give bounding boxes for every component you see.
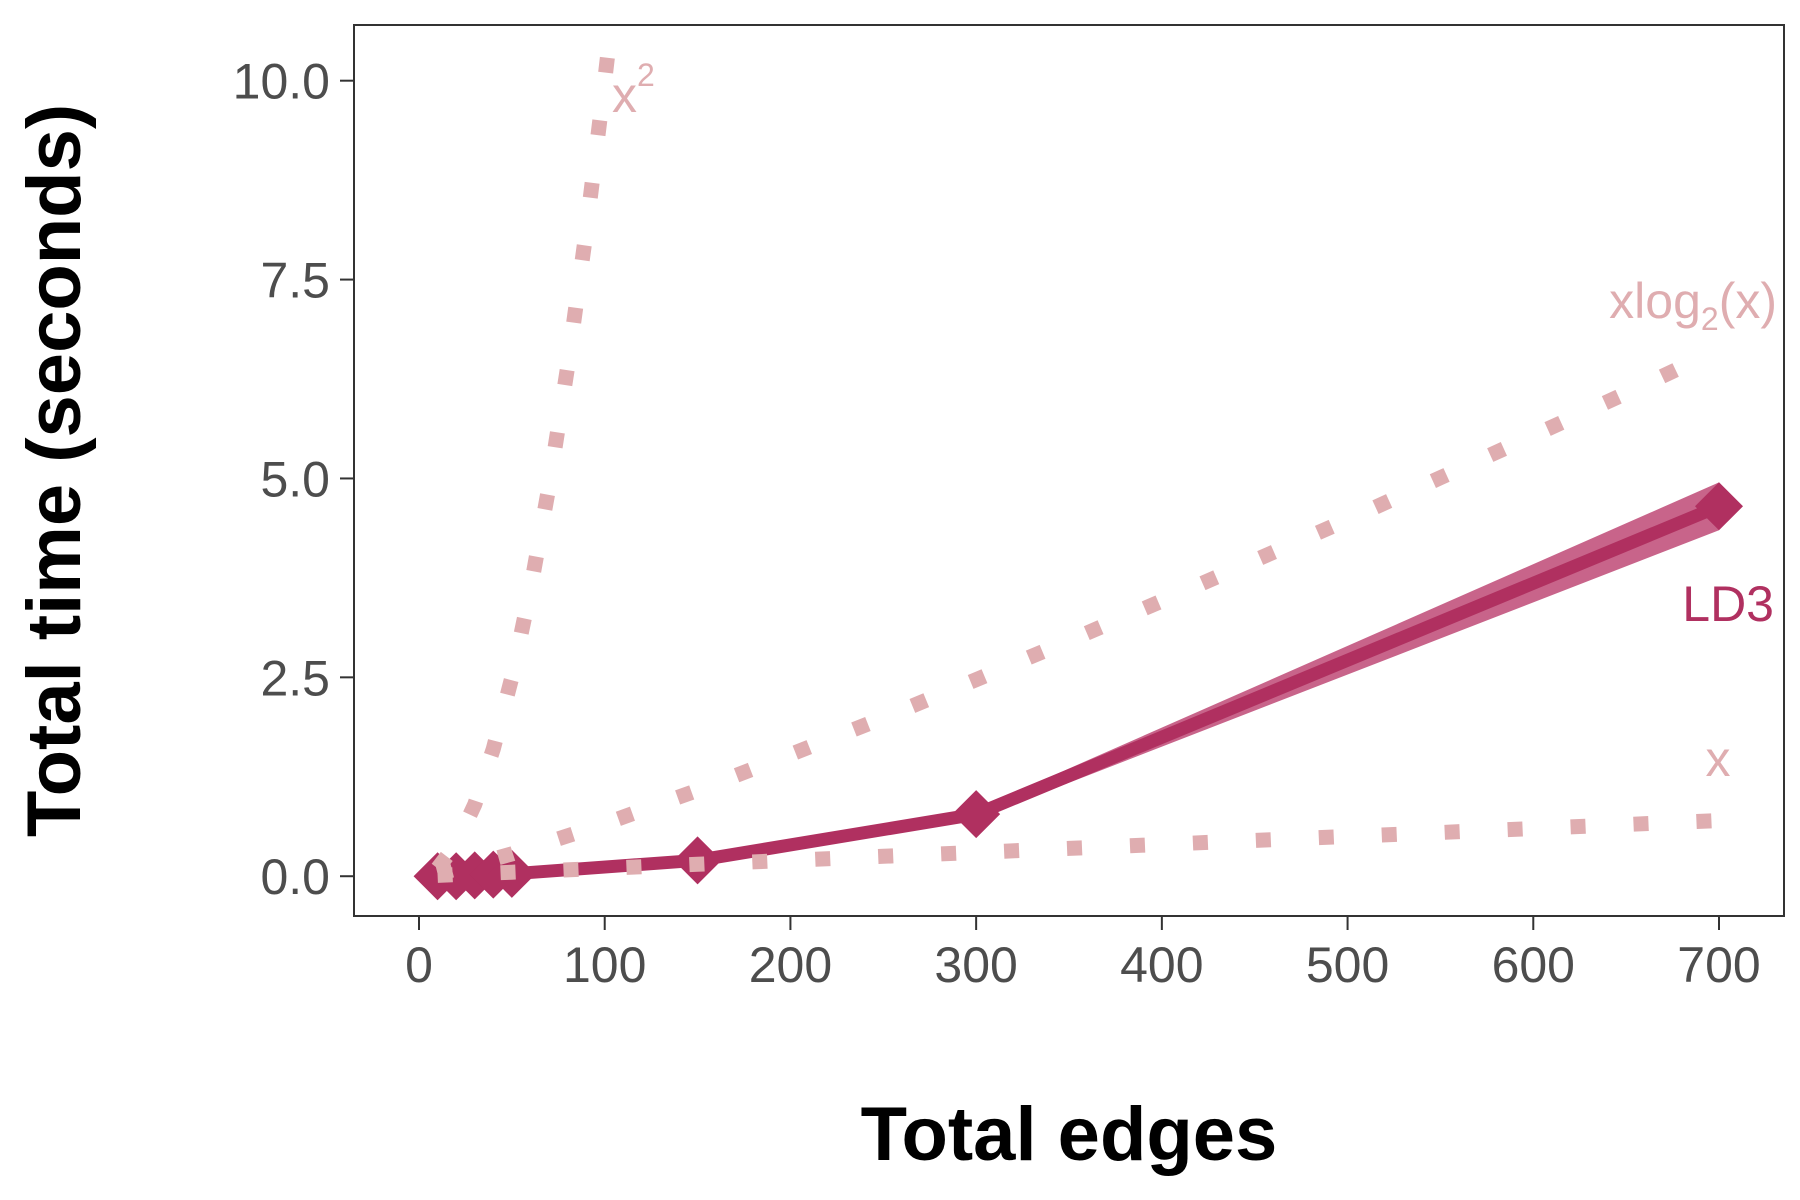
- y-tick-label: 10.0: [233, 54, 330, 110]
- x-tick-label: 600: [1492, 937, 1575, 993]
- series-line-2: [435, 342, 1723, 882]
- series-label-1: x: [1706, 731, 1731, 787]
- series-label-text: xlog: [1609, 273, 1701, 329]
- series-label-text: x: [1706, 731, 1731, 787]
- ld3-diamond-point: [1695, 482, 1743, 531]
- ld3-diamond-point: [952, 790, 1001, 839]
- y-tick-label: 2.5: [260, 650, 330, 706]
- axes-layer: 0 100 200 300 400 500 600 700 0.0 2.5 5.0 7.5 10.0: [233, 54, 1761, 993]
- series-label-3: x2: [612, 57, 655, 123]
- series-label-text: x: [612, 67, 637, 123]
- series-group: [413, 25, 1743, 901]
- x-tick-label: 300: [934, 937, 1017, 993]
- x-tick-label: 700: [1677, 937, 1760, 993]
- series-layer: [413, 25, 1743, 901]
- y-tick-label: 0.0: [260, 849, 330, 905]
- x-axis-title: Total edges: [861, 1092, 1278, 1177]
- x-tick-label: 100: [563, 937, 646, 993]
- x-tick-label: 200: [749, 937, 832, 993]
- plot-panel-border: [353, 24, 1785, 917]
- y-tick-label: 7.5: [260, 253, 330, 309]
- y-tick-label: 5.0: [260, 451, 330, 507]
- series-label-tail: (x): [1719, 273, 1777, 329]
- series-label-superscript: 2: [637, 57, 655, 93]
- x-tick-label: 500: [1306, 937, 1389, 993]
- x-tick-label: 400: [1120, 937, 1203, 993]
- series-line-3: [431, 25, 619, 873]
- series-line-1: [437, 813, 1720, 883]
- y-axis-title: Total time (seconds): [12, 104, 97, 837]
- x-tick-label: 0: [405, 937, 433, 993]
- series-label-2: xlog2(x): [1609, 273, 1777, 337]
- series-label-ld3: LD3: [1682, 576, 1774, 632]
- series-label-subscript: 2: [1701, 301, 1719, 337]
